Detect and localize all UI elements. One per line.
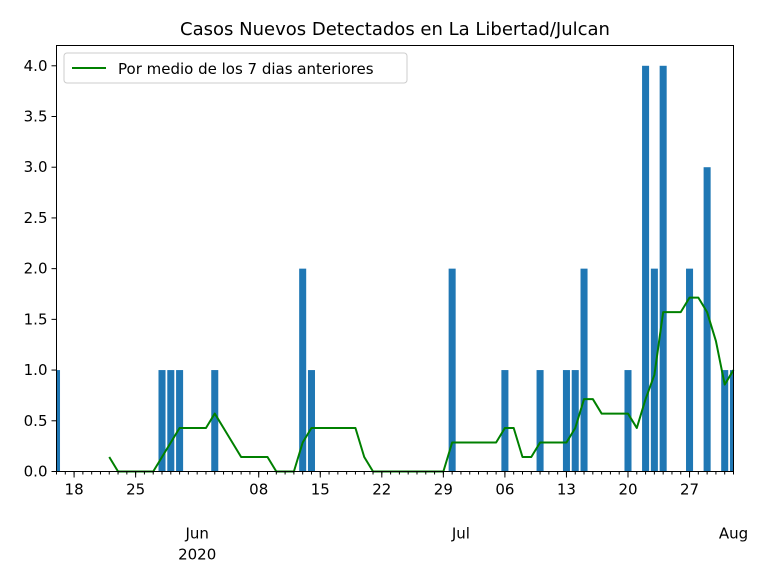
line-layer	[108, 296, 735, 473]
x-tick-label: 22	[372, 481, 391, 499]
bar	[299, 268, 307, 472]
bar	[307, 370, 315, 472]
x-month-label-line: Jul	[451, 525, 470, 543]
legend-box	[63, 52, 408, 84]
x-month-label: Aug	[719, 525, 748, 543]
bar	[448, 268, 456, 472]
x-axis: 18 25 08 15 22 29 06 13 20 27 Jun 2020 Jul Aug	[56, 471, 748, 564]
x-tick-label: 15	[311, 481, 330, 499]
bar	[642, 65, 650, 472]
bar	[167, 370, 175, 472]
plot-frame	[56, 45, 734, 472]
x-month-label: Jul	[451, 525, 470, 543]
chart-title: Casos Nuevos Detectados en La Libertad/J…	[180, 19, 610, 40]
y-tick-label: 2.5	[24, 209, 48, 227]
bar	[624, 370, 632, 472]
bar	[176, 370, 184, 472]
x-tick-label: 13	[557, 481, 576, 499]
legend: Por medio de los 7 dias anteriores	[63, 52, 408, 84]
bar	[703, 167, 711, 472]
x-tick-label: 06	[495, 481, 514, 499]
bar	[211, 370, 219, 472]
y-tick-label: 2.0	[24, 260, 48, 278]
bar	[659, 65, 667, 472]
bar	[721, 370, 729, 472]
legend-label: Por medio de los 7 dias anteriores	[118, 60, 374, 78]
bar	[686, 268, 694, 472]
x-tick-label: 08	[249, 481, 268, 499]
x-month-label-line: Jun	[184, 525, 208, 543]
bar	[501, 370, 509, 472]
x-month-label-line: Aug	[719, 525, 748, 543]
bar	[571, 370, 579, 472]
y-tick-label: 0.0	[24, 463, 48, 481]
x-month-label: Jun 2020	[178, 525, 216, 564]
bar	[56, 370, 61, 472]
x-tick-label: 29	[434, 481, 453, 499]
y-tick-label: 3.0	[24, 158, 48, 176]
y-tick-label: 1.0	[24, 361, 48, 379]
y-tick-label: 3.5	[24, 108, 48, 126]
x-tick-label: 27	[680, 481, 699, 499]
x-tick-label: 25	[126, 481, 145, 499]
bar	[536, 370, 544, 472]
bar	[729, 370, 734, 472]
x-month-label-line: 2020	[178, 546, 216, 564]
y-tick-label: 4.0	[24, 57, 48, 75]
bar-layer	[56, 65, 734, 472]
y-tick-label: 1.5	[24, 310, 48, 328]
series-line	[108, 296, 735, 473]
x-tick-label: 20	[618, 481, 637, 499]
x-tick-label: 18	[65, 481, 84, 499]
bar	[580, 268, 588, 472]
y-axis: 0.0 0.5 1.0 1.5 2.0 2.5 3.0 3.5 4.0	[24, 57, 57, 481]
bar	[158, 370, 166, 472]
bar	[562, 370, 570, 472]
y-tick-label: 0.5	[24, 412, 48, 430]
